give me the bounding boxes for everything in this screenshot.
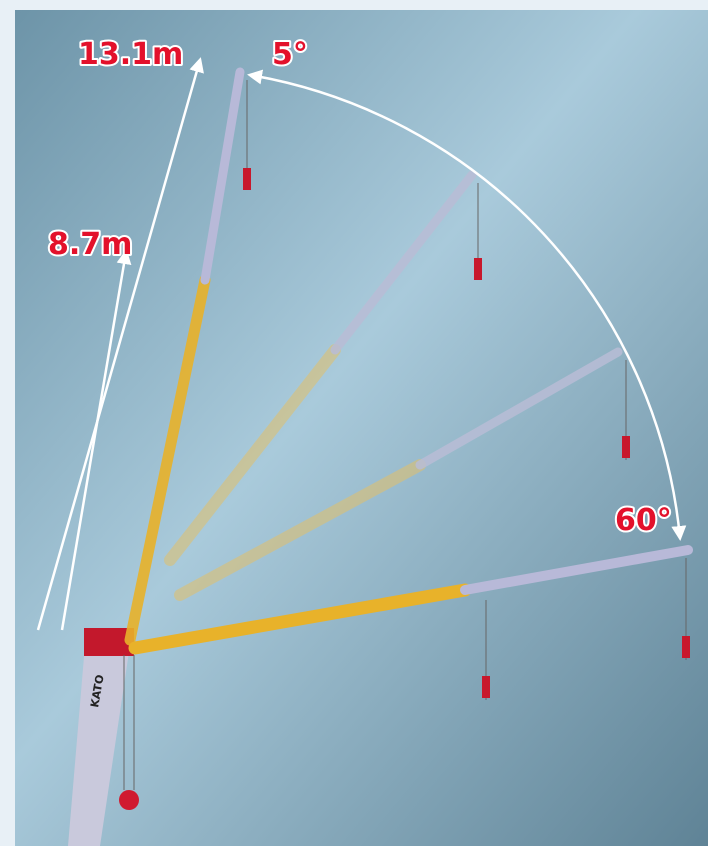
length-label: 13.1m [78,37,183,72]
brand-label: KATO [88,674,107,709]
angle-label: 60° [615,503,672,538]
background [15,10,708,846]
length-label: 8.7m [48,227,132,262]
angle-label: 5° [272,37,308,72]
mast [68,645,130,846]
dimension-arrows [36,57,687,631]
